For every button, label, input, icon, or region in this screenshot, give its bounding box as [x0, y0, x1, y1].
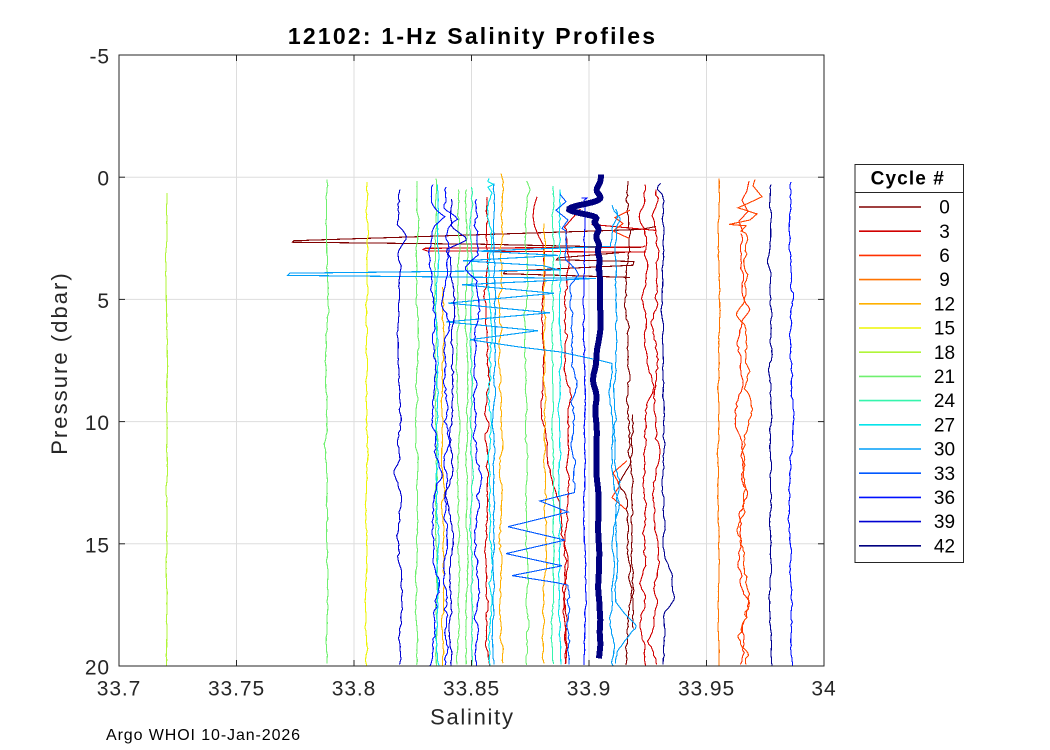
svg-text:0: 0 — [939, 198, 950, 219]
svg-text:5: 5 — [97, 290, 110, 313]
svg-text:18: 18 — [934, 343, 955, 364]
svg-text:42: 42 — [934, 536, 955, 557]
svg-text:9: 9 — [939, 270, 950, 291]
svg-text:33.85: 33.85 — [443, 678, 500, 701]
svg-text:33: 33 — [934, 464, 955, 485]
svg-text:33.8: 33.8 — [332, 678, 376, 701]
svg-text:Pressure (dbar): Pressure (dbar) — [47, 271, 72, 455]
svg-text:27: 27 — [934, 415, 955, 436]
svg-text:33.95: 33.95 — [678, 678, 735, 701]
svg-text:24: 24 — [934, 391, 956, 412]
svg-text:33.75: 33.75 — [208, 678, 265, 701]
svg-text:Argo WHOI 10-Jan-2026: Argo WHOI 10-Jan-2026 — [106, 727, 301, 744]
svg-text:-5: -5 — [90, 46, 110, 69]
svg-text:20: 20 — [85, 657, 110, 680]
svg-text:0: 0 — [97, 168, 110, 191]
svg-text:15: 15 — [934, 319, 955, 340]
svg-text:Salinity: Salinity — [430, 705, 515, 730]
svg-text:3: 3 — [939, 222, 950, 243]
svg-text:12102: 1-Hz Salinity Profiles: 12102: 1-Hz Salinity Profiles — [288, 23, 657, 49]
svg-text:33.7: 33.7 — [97, 678, 141, 701]
svg-text:12: 12 — [934, 294, 955, 315]
svg-text:6: 6 — [939, 246, 950, 267]
svg-text:Cycle #: Cycle # — [871, 169, 945, 190]
svg-text:10: 10 — [85, 412, 110, 435]
svg-text:15: 15 — [85, 534, 110, 557]
svg-text:39: 39 — [934, 512, 955, 533]
svg-text:33.9: 33.9 — [567, 678, 611, 701]
svg-text:21: 21 — [934, 367, 955, 388]
svg-text:34: 34 — [811, 678, 836, 701]
svg-text:36: 36 — [934, 488, 955, 509]
svg-text:30: 30 — [934, 440, 955, 461]
